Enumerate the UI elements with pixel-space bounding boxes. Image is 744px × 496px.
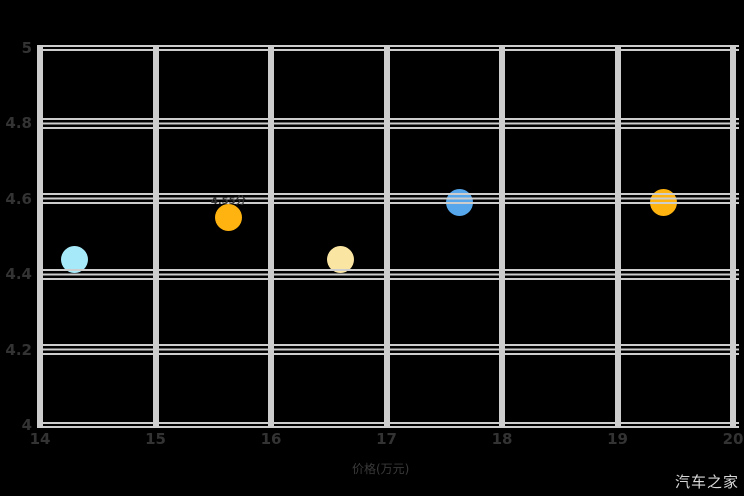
y-gridline [37, 45, 739, 51]
x-tick-label: 14 [29, 430, 51, 448]
y-tick-label: 4.6 [5, 189, 32, 208]
data-point-label: 4.55分 [210, 195, 246, 207]
x-tick-label: 20 [722, 430, 744, 448]
x-gridline [37, 46, 43, 427]
y-tick-label: 4.4 [5, 265, 32, 284]
x-tick-label: 17 [376, 430, 397, 448]
y-tick-label: 4.8 [5, 114, 32, 133]
y-gridline [37, 422, 739, 428]
y-tick-label: 4.2 [5, 340, 32, 359]
x-gridline [383, 46, 390, 427]
x-gridline [152, 46, 159, 427]
y-gridline [37, 344, 739, 356]
data-point[interactable] [61, 245, 89, 273]
x-gridline [730, 46, 736, 427]
y-gridline [37, 193, 739, 205]
y-gridline [37, 268, 739, 280]
x-gridline [499, 46, 505, 427]
watermark-autohome: 汽车之家 [674, 473, 739, 491]
x-tick-label: 15 [145, 430, 166, 448]
data-point[interactable] [214, 204, 242, 232]
x-tick-label: 18 [491, 430, 513, 448]
x-gridline [268, 46, 274, 427]
x-tick-label: 16 [260, 430, 282, 448]
data-point[interactable] [326, 245, 354, 273]
y-gridline [37, 117, 739, 129]
x-axis-title: 价格(万元) [352, 462, 410, 476]
y-tick-label: 4 [21, 416, 32, 434]
x-gridline [614, 46, 621, 427]
x-tick-label: 19 [607, 430, 628, 448]
y-tick-label: 5 [21, 39, 32, 57]
